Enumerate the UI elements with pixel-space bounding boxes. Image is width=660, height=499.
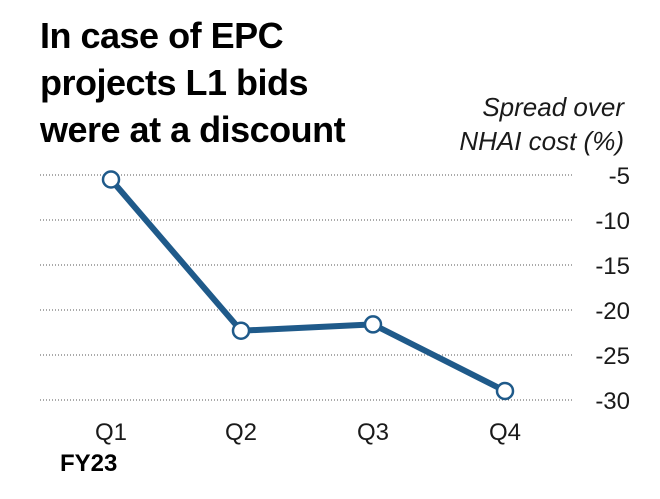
y-axis-label-line-1: Spread over — [482, 92, 624, 122]
series-group — [101, 170, 515, 401]
chart-title-line-3: were at a discount — [40, 109, 346, 150]
chart-title-line-1: In case of EPC — [40, 15, 284, 56]
data-point — [495, 381, 515, 401]
x-tick-label: Q3 — [357, 419, 389, 446]
y-tick-label: -10 — [595, 208, 630, 235]
y-axis-label: Spread over NHAI cost (%) — [459, 90, 624, 158]
y-tick-label: -5 — [609, 163, 630, 190]
gridlines — [40, 174, 572, 401]
y-tick-label: -30 — [595, 388, 630, 415]
x-group-label: FY23 — [60, 450, 118, 477]
x-tick-label: Q2 — [225, 419, 257, 446]
chart-title-line-2: projects L1 bids — [40, 62, 309, 103]
chart-title: In case of EPC projects L1 bids were at … — [40, 12, 400, 153]
series-line — [108, 176, 508, 394]
y-tick-labels: -5 -10 -15 -20 -25 -30 — [595, 163, 630, 415]
x-tick-labels: Q1 Q2 Q3 Q4 — [95, 419, 521, 446]
x-tick-label: Q4 — [489, 419, 521, 446]
y-tick-label: -25 — [595, 343, 630, 370]
data-point — [231, 321, 251, 340]
data-point — [363, 315, 383, 334]
x-tick-label: Q1 — [95, 419, 127, 446]
y-axis-label-line-2: NHAI cost (%) — [459, 126, 624, 156]
y-tick-label: -15 — [595, 253, 630, 280]
data-point — [101, 170, 121, 189]
y-tick-label: -20 — [595, 298, 630, 325]
